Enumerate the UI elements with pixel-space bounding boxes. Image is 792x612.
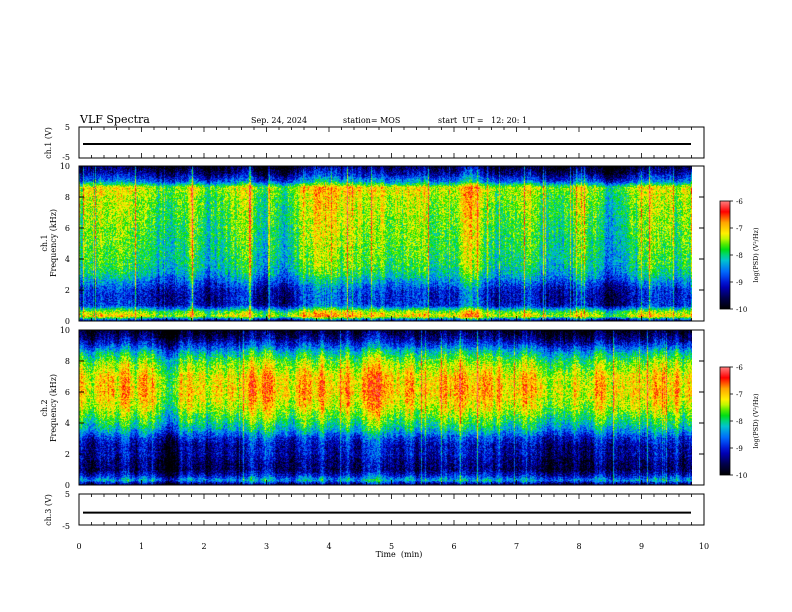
colorbar-tick-label: -6 [736, 198, 743, 206]
ytick-label: 4 [65, 419, 70, 428]
ch1-spectrogram-yticks: 0 2 4 6 8 10 [60, 162, 704, 326]
ch3-waveform-ylabel: ch.3 (V) [44, 494, 53, 526]
ch1-waveform-frame [78, 126, 705, 159]
time-tick-label: 2 [201, 542, 206, 551]
ytick-label: 2 [65, 450, 70, 459]
time-tick-label: 6 [451, 542, 456, 551]
time-tick-label: 8 [576, 542, 581, 551]
ytick-label: 2 [65, 286, 70, 295]
ch2-spectrogram-channel: ch.2 [40, 399, 49, 416]
time-tick-label: 5 [389, 542, 394, 551]
ytick-label: 10 [60, 326, 70, 335]
ytick-label: 0 [65, 481, 70, 490]
time-tick-label: 1 [139, 542, 144, 551]
ch1-ytick-bottom: -5 [62, 153, 70, 162]
time-tick-label: 4 [326, 542, 331, 551]
ytick-label: 10 [60, 162, 70, 171]
ch1-spectrogram-channel: ch.1 [40, 234, 49, 251]
colorbar-tick-label: -7 [736, 391, 743, 399]
colorbar-tick-label: -9 [736, 279, 743, 287]
ch1-spectrogram-ylabel: Frequency (kHz) [49, 209, 58, 277]
time-axis-title: Time (min) [376, 550, 423, 559]
colorbar-strip [719, 366, 731, 476]
colorbar-strip [719, 200, 731, 310]
colorbar-label: log(PSD) (V²/Hz) [752, 227, 760, 282]
time-tick-label: 10 [699, 542, 709, 551]
time-tick-marks [78, 127, 705, 525]
ch2-spectrogram-image [79, 330, 692, 485]
ch1-waveform-panel: 5 -5 ch.1 (V) [44, 123, 705, 162]
ch1-spectrogram-panel: 0 2 4 6 8 10 ch.1 Frequency (kHz) [40, 162, 705, 326]
colorbar-tick-label: -9 [736, 445, 743, 453]
ch2-spectrogram-ylabel: Frequency (kHz) [49, 374, 58, 442]
ch2-spectrogram-panel: 0 2 4 6 8 10 ch.2 Frequency (kHz) [40, 326, 705, 490]
time-tick-label: 3 [264, 542, 269, 551]
date-label: Sep. 24, 2024 [251, 116, 307, 125]
time-axis-labels: 0 1 2 3 4 5 6 7 8 9 10 [76, 542, 709, 551]
ytick-label: 4 [65, 255, 70, 264]
time-tick-label: 7 [514, 542, 519, 551]
colorbar-tick-label: -8 [736, 252, 743, 260]
ytick-label: 6 [65, 224, 70, 233]
station-label: station= MOS [343, 116, 400, 125]
ytick-label: 8 [65, 357, 70, 366]
ytick-label: 8 [65, 193, 70, 202]
ch3-ytick-top: 5 [65, 490, 70, 499]
colorbar-tick-label: -10 [736, 306, 747, 314]
time-tick-label: 9 [639, 542, 644, 551]
ch3-ytick-bottom: -5 [62, 522, 70, 531]
time-tick-label: 0 [76, 542, 81, 551]
colorbar-tick-label: -7 [736, 225, 743, 233]
ytick-label: 6 [65, 388, 70, 397]
colorbar-label: log(PSD) (V²/Hz) [752, 393, 760, 448]
ch1-spectrogram-image [79, 166, 692, 321]
ch1-waveform-ylabel: ch.1 (V) [44, 127, 53, 159]
start-time-label: start UT = 12: 20: 1 [438, 116, 527, 125]
ch2-colorbar: -6 -7 -8 -9 -10 log(PSD) (V²/Hz) [719, 364, 760, 480]
ch1-colorbar: -6 -7 -8 -9 -10 log(PSD) (V²/Hz) [719, 198, 760, 314]
ch3-waveform-panel: 5 -5 ch.3 (V) [44, 490, 705, 531]
figure-title: VLF Spectra [79, 113, 150, 126]
ch2-spectrogram-yticks: 0 2 4 6 8 10 [60, 326, 704, 490]
colorbar-tick-label: -8 [736, 418, 743, 426]
colorbar-tick-label: -6 [736, 364, 743, 372]
ch1-ytick-top: 5 [65, 123, 70, 132]
ytick-label: 0 [65, 317, 70, 326]
colorbar-tick-label: -10 [736, 472, 747, 480]
